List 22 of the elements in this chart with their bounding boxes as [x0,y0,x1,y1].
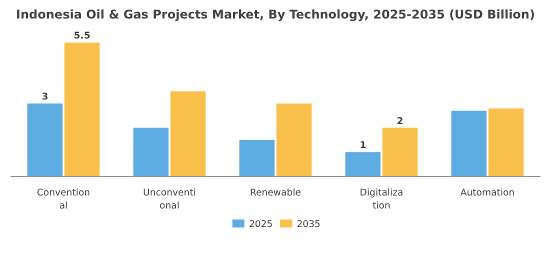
bar [451,110,487,176]
legend-label: 2035 [296,219,321,230]
x-tick-label: Automation [460,188,515,198]
x-tick-label: Unconventi onal [143,188,196,212]
bar [345,152,381,176]
bar [133,128,169,176]
chart-title: Indonesia Oil & Gas Projects Market, By Technology, 2025-2035 (USD Billion) [16,8,535,22]
data-label: 2 [396,116,404,127]
data-label: 3 [42,91,48,102]
x-tick-label: Digitaliza tion [360,188,404,212]
data-label: 5.5 [74,30,90,42]
bar [239,140,275,176]
bar [488,108,524,176]
bar [27,103,63,176]
legend-label: 2025 [249,219,273,230]
data-label: 1 [360,140,366,152]
x-tick-label: Convention al [36,188,90,212]
x-tick-label: Renewable [250,188,302,198]
bar [170,91,206,176]
bar [276,103,312,176]
bar [64,42,100,176]
bar [382,128,418,176]
